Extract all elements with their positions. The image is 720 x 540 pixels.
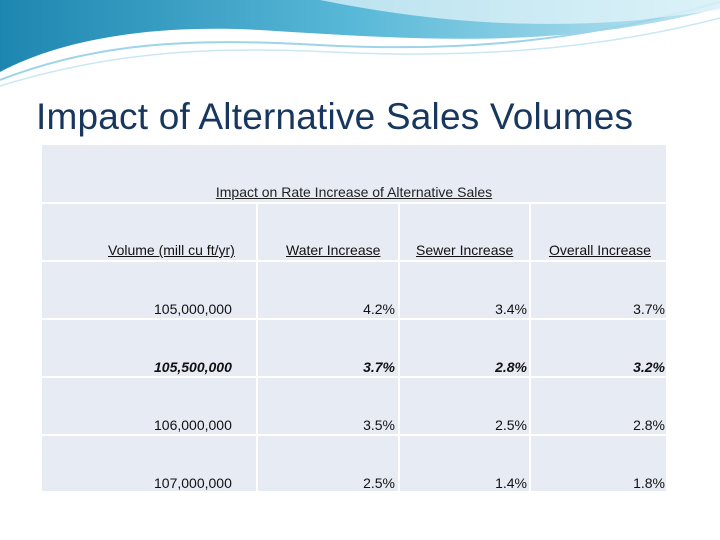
column-header-water: Water Increase [286,242,381,258]
table-cell-overall: 1.8% [633,475,665,491]
table-cell-volume: 105,000,000 [154,301,232,317]
slide-title: Impact of Alternative Sales Volumes [36,96,634,137]
table-divider [42,202,666,204]
table-divider [42,318,666,320]
table-caption: Impact on Rate Increase of Alternative S… [215,184,493,200]
table-divider [42,434,666,436]
column-header-sewer: Sewer Increase [416,242,514,258]
table-cell-volume: 107,000,000 [154,475,232,491]
column-header-overall: Overall Increase [549,242,651,258]
table-cell-overall: 3.7% [633,301,665,317]
table-divider [42,260,666,262]
table-cell-water: 4.2% [363,301,395,317]
table-divider [256,203,258,491]
table-cell-sewer: 2.8% [495,359,527,375]
table-cell-sewer: 2.5% [495,417,527,433]
table-cell-overall: 2.8% [633,417,665,433]
table-cell-water: 3.5% [363,417,395,433]
table-cell-sewer: 3.4% [495,301,527,317]
table-divider [42,376,666,378]
table-cell-volume: 106,000,000 [154,417,232,433]
table-cell-sewer: 1.4% [495,475,527,491]
column-header-volume: Volume (mill cu ft/yr) [108,242,235,258]
table-cell-water: 3.7% [363,359,395,375]
table-cell-volume: 105,500,000 [154,359,232,375]
table-divider [398,203,400,491]
table-divider [529,203,531,491]
table-cell-overall: 3.2% [633,359,665,375]
table-cell-water: 2.5% [363,475,395,491]
header-wave-decoration [0,0,720,87]
